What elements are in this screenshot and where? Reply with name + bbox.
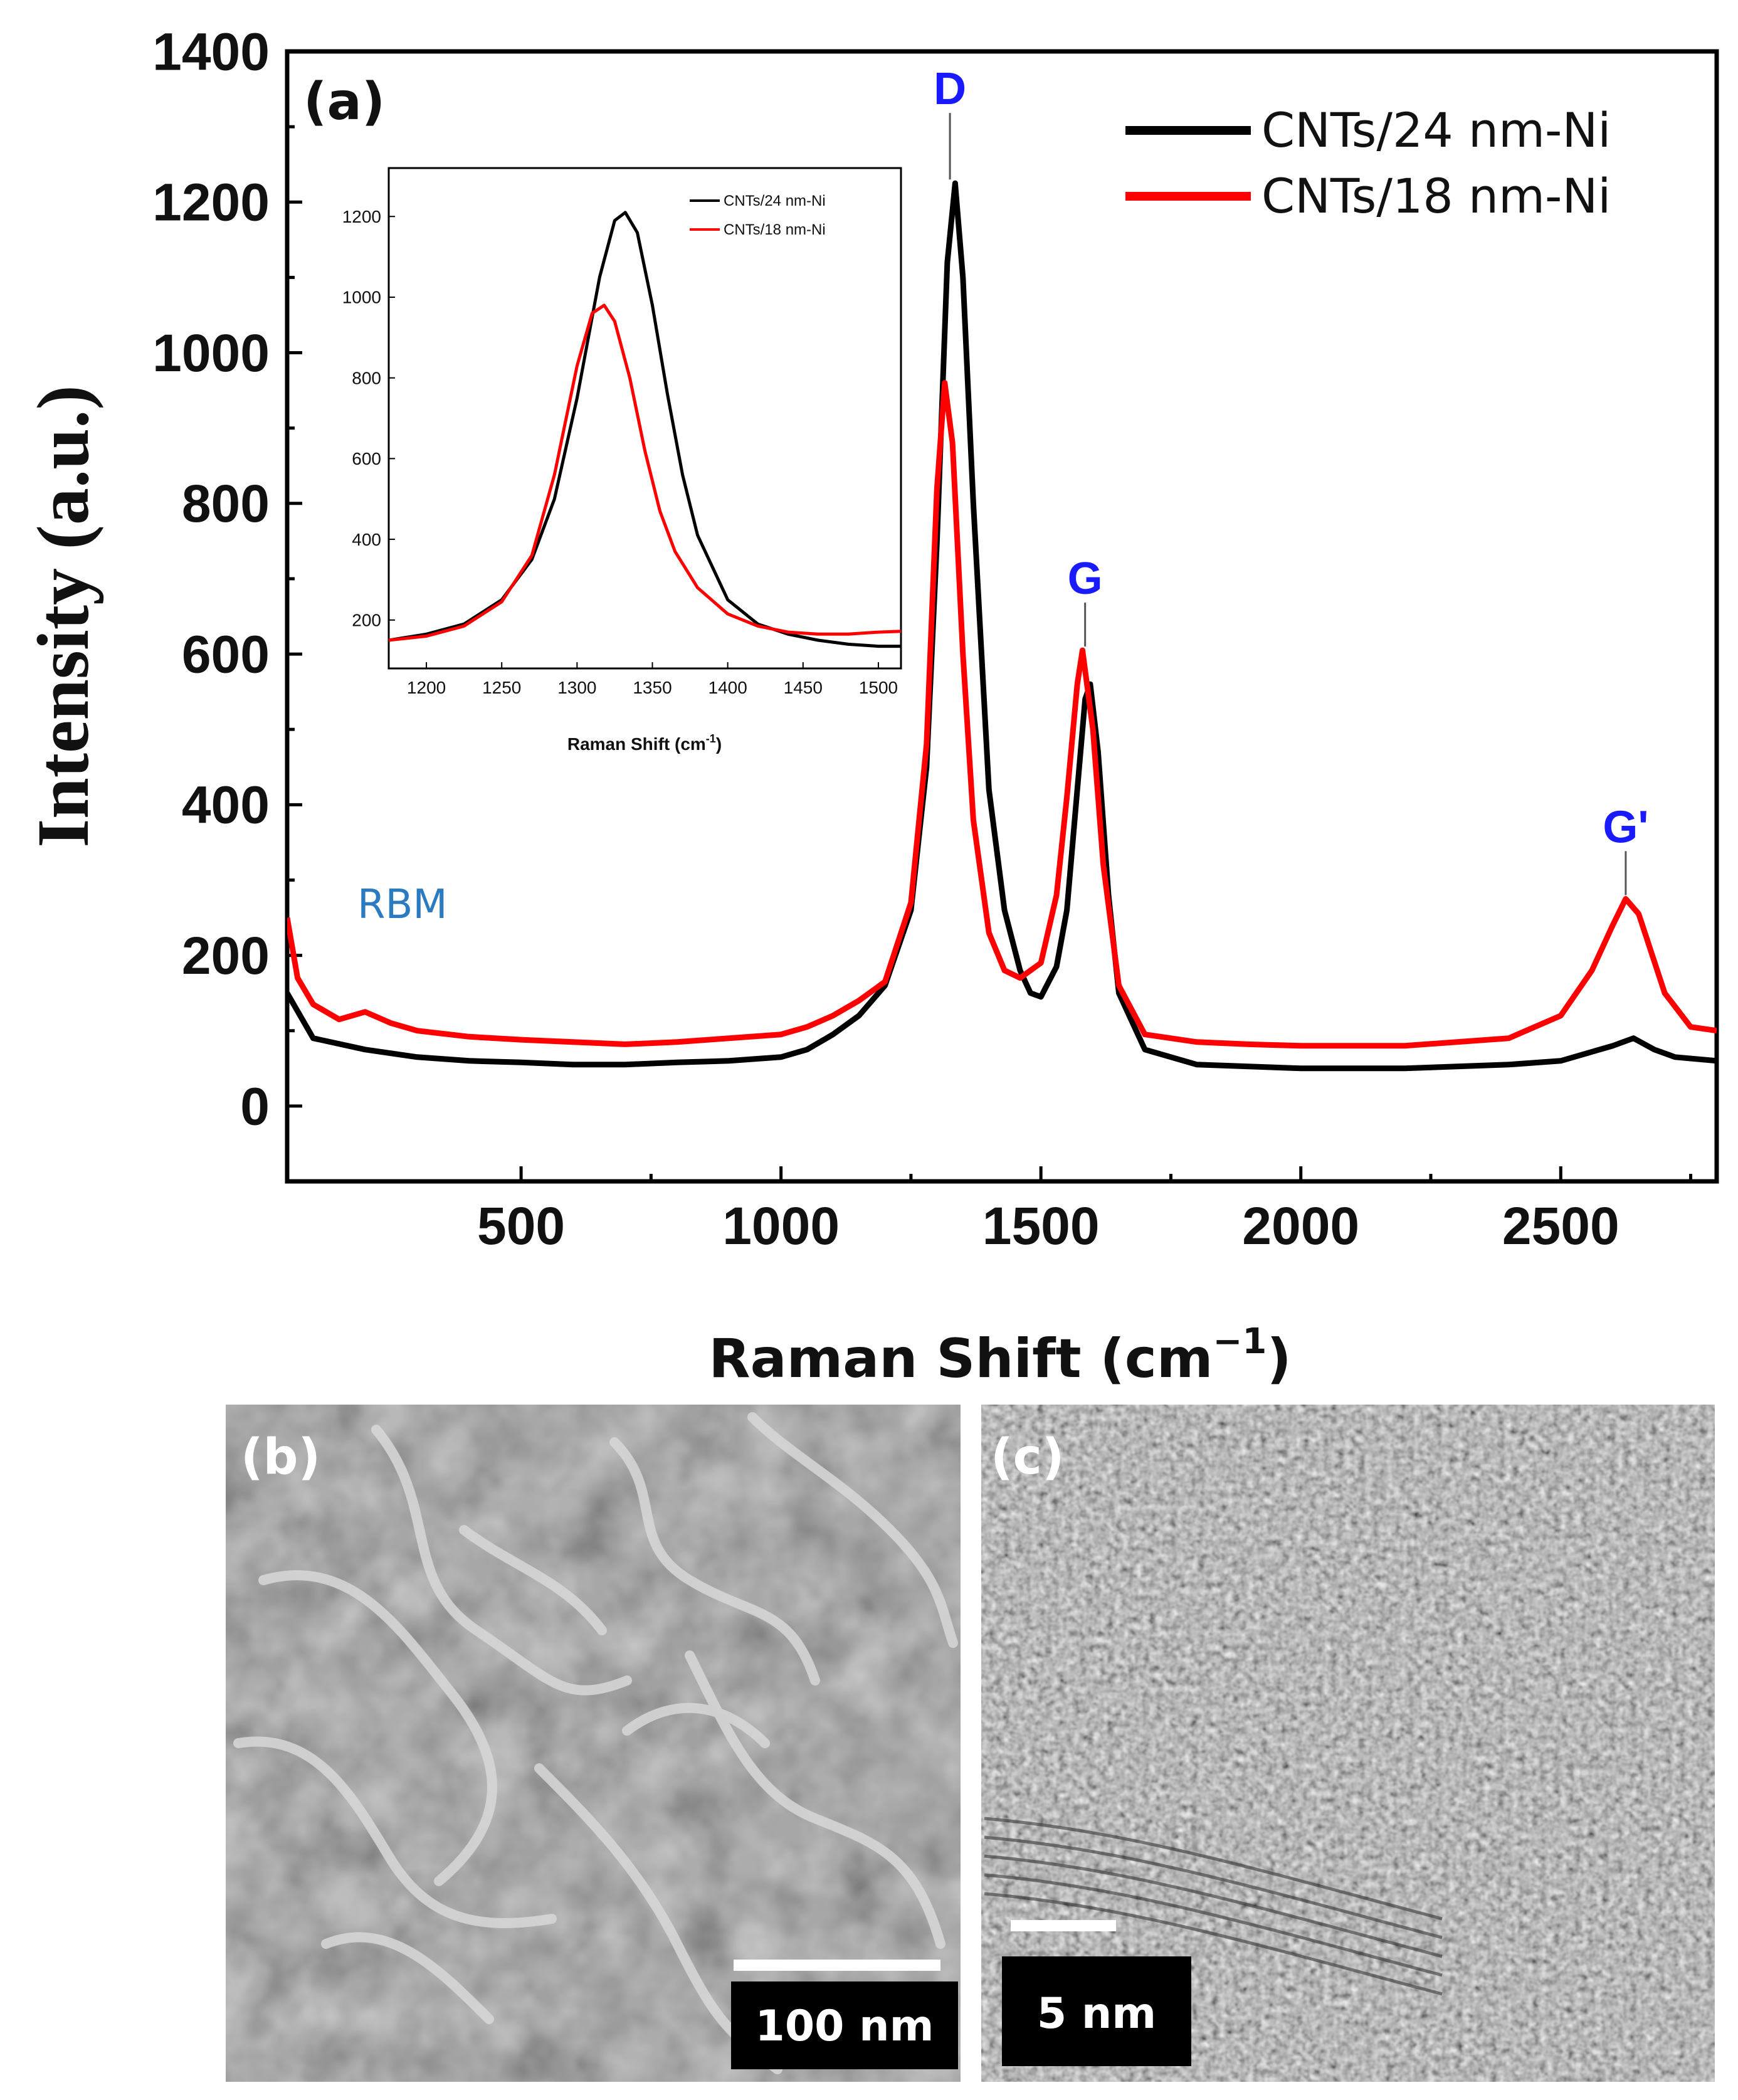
y-tick-label: 1000 <box>152 324 270 383</box>
x-tick-label: 1500 <box>859 678 898 697</box>
inset-legend-label-18: CNTs/18 nm-Ni <box>724 221 826 238</box>
y-tick-label: 1400 <box>152 22 270 81</box>
sem-scale-box <box>731 1981 958 2069</box>
legend: CNTs/24 nm-Ni CNTs/18 nm-Ni <box>1125 102 1611 224</box>
x-tick-label: 2000 <box>1242 1196 1359 1255</box>
y-tick-label: 800 <box>182 474 270 533</box>
tem-scale-label: 5 nm <box>1037 1989 1156 2039</box>
x-tick-label: 500 <box>477 1196 565 1255</box>
inset-chart: 200 400 600 800 1000 1200 1200 1250 1300 1350 140… <box>342 167 902 754</box>
inset-x-axis-label-end: ) <box>716 734 722 754</box>
lattice-fringes <box>984 1817 1443 1996</box>
peak-label: D <box>934 64 966 114</box>
tem-scale-bar <box>1011 1920 1116 1931</box>
x-tick-label: 1000 <box>722 1196 840 1255</box>
inset-x-axis-label-sup: -1 <box>706 732 716 745</box>
y-tick-label: 600 <box>352 449 381 468</box>
tem-micrograph: (c) 5 nm <box>981 1405 1715 2082</box>
y-tick-label: 1000 <box>342 288 381 307</box>
x-tick-label: 1500 <box>982 1196 1100 1255</box>
x-axis: 500 1000 1500 2000 2500 <box>477 1166 1693 1255</box>
y-tick-label: 600 <box>182 625 270 683</box>
inset-y-axis: 200 400 600 800 1000 1200 <box>342 207 395 630</box>
legend-label-24: CNTs/24 nm-Ni <box>1261 102 1611 158</box>
rbm-annotation: RBM <box>357 882 448 928</box>
x-axis-label: Raman Shift (cm−1) <box>708 1321 1291 1390</box>
x-tick-label: 1350 <box>633 678 672 697</box>
inset-frame <box>387 167 902 670</box>
peak-labels: D G G' <box>934 64 1648 895</box>
tem-scale-box <box>1002 1956 1191 2066</box>
x-tick-label: 1250 <box>482 678 521 697</box>
inset-legend: CNTs/24 nm-Ni CNTs/18 nm-Ni <box>690 193 826 238</box>
sem-scale-bar <box>734 1960 940 1971</box>
x-tick-label: 1200 <box>407 678 446 697</box>
x-tick-label: 2500 <box>1502 1196 1620 1255</box>
x-axis-label-end: ) <box>1267 1327 1291 1390</box>
series-line-cnts-18-nm-ni <box>389 303 901 642</box>
panel-label-c: (c) <box>991 1429 1065 1485</box>
x-tick-label: 1300 <box>557 678 596 697</box>
inset-legend-label-24: CNTs/24 nm-Ni <box>724 193 826 209</box>
y-axis: 0 200 400 600 800 1000 1200 1400 <box>152 22 302 1136</box>
x-axis-label-main: Raman Shift (cm <box>708 1327 1213 1390</box>
sem-texture <box>226 1405 961 2082</box>
y-tick-label: 1200 <box>342 207 381 226</box>
y-tick-label: 800 <box>352 368 381 388</box>
inset-x-axis-label: Raman Shift (cm-1) <box>567 732 722 754</box>
y-tick-label: 200 <box>182 926 270 985</box>
series-line-cnts-18-nm-ni <box>287 380 1717 1049</box>
y-tick-label: 400 <box>352 530 381 549</box>
nanotube-network <box>233 1412 958 2074</box>
panel-label-b: (b) <box>241 1429 320 1485</box>
sem-micrograph: (b) 100 nm <box>226 1405 961 2082</box>
series-line-cnts-24-nm-ni <box>287 180 1717 1072</box>
y-tick-label: 200 <box>352 611 381 630</box>
x-tick-label: 1400 <box>708 678 747 697</box>
peak-label: G <box>1068 554 1103 604</box>
y-axis-label: Intensity (a.u.) <box>22 385 104 848</box>
inset-x-axis: 1200 1250 1300 1350 1400 1450 1500 <box>407 662 898 697</box>
panel-label-a: (a) <box>303 72 385 132</box>
legend-label-18: CNTs/18 nm-Ni <box>1261 168 1611 224</box>
inset-x-axis-label-main: Raman Shift (cm <box>567 734 706 754</box>
y-tick-label: 400 <box>182 776 270 835</box>
y-tick-label: 1200 <box>152 173 270 232</box>
inset-series-group <box>389 211 901 648</box>
peak-label: G' <box>1603 802 1648 852</box>
sem-scale-label: 100 nm <box>756 2002 934 2051</box>
x-tick-label: 1450 <box>784 678 823 697</box>
y-tick-label: 0 <box>240 1077 270 1136</box>
x-axis-label-sup: −1 <box>1213 1321 1267 1362</box>
series-group <box>287 180 1717 1072</box>
